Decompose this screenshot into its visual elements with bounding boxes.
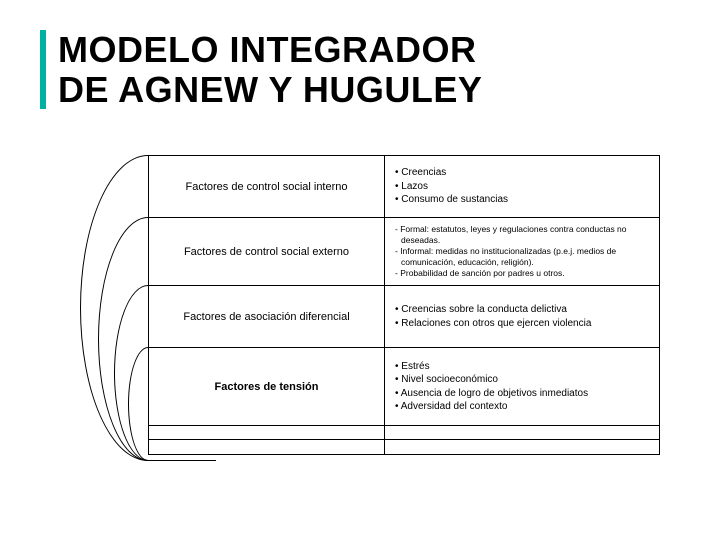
bullet-item: • Nivel socioeconómico — [393, 373, 649, 387]
bullet-item: • Estrés — [393, 360, 649, 374]
factor-label: Factores de tensión — [149, 348, 385, 425]
table-row: Factores de asociación diferencial• Cree… — [149, 286, 659, 348]
slide-title-block: MODELO INTEGRADOR DE AGNEW Y HUGULEY — [40, 30, 482, 109]
factor-details: - Formal: estatutos, leyes y regulacione… — [385, 218, 659, 285]
table-row: Factores de tensión• Estrés• Nivel socio… — [149, 348, 659, 426]
spacer-cell — [385, 440, 659, 454]
slide-title: MODELO INTEGRADOR DE AGNEW Y HUGULEY — [58, 30, 482, 109]
factor-label: Factores de control social interno — [149, 156, 385, 217]
table-row: Factores de control social externo - Form… — [149, 218, 659, 286]
bullet-item: • Relaciones con otros que ejercen viole… — [393, 317, 649, 331]
diagram-container: Factores de control social interno• Cree… — [80, 155, 660, 505]
bullet-item: - Probabilidad de sanción por padres u o… — [393, 268, 649, 279]
bullet-item: - Formal: estatutos, leyes y regulacione… — [393, 224, 649, 246]
table-row: Factores de control social interno• Cree… — [149, 156, 659, 218]
spacer-row — [149, 426, 659, 440]
factor-details: • Creencias• Lazos• Consumo de sustancia… — [385, 156, 659, 217]
factor-label: Factores de control social externo — [149, 218, 385, 285]
bullet-item: • Adversidad del contexto — [393, 400, 649, 414]
accent-bar — [40, 30, 46, 109]
factor-label: Factores de asociación diferencial — [149, 286, 385, 347]
spacer-cell — [149, 426, 385, 439]
spacer-cell — [149, 440, 385, 454]
title-line-2: DE AGNEW Y HUGULEY — [58, 69, 482, 110]
factor-details: • Creencias sobre la conducta delictiva•… — [385, 286, 659, 347]
bullet-item: • Ausencia de logro de objetivos inmedia… — [393, 387, 649, 401]
bullet-item: • Consumo de sustancias — [393, 193, 649, 207]
spacer-row — [149, 440, 659, 454]
factor-details: • Estrés• Nivel socioeconómico• Ausencia… — [385, 348, 659, 425]
bullet-item: • Creencias sobre la conducta delictiva — [393, 303, 649, 317]
bullet-item: - Informal: medidas no institucionalizad… — [393, 246, 649, 268]
title-line-1: MODELO INTEGRADOR — [58, 29, 477, 70]
bullet-item: • Creencias — [393, 166, 649, 180]
bullet-item: • Lazos — [393, 180, 649, 194]
spacer-cell — [385, 426, 659, 439]
factors-table: Factores de control social interno• Cree… — [148, 155, 660, 455]
